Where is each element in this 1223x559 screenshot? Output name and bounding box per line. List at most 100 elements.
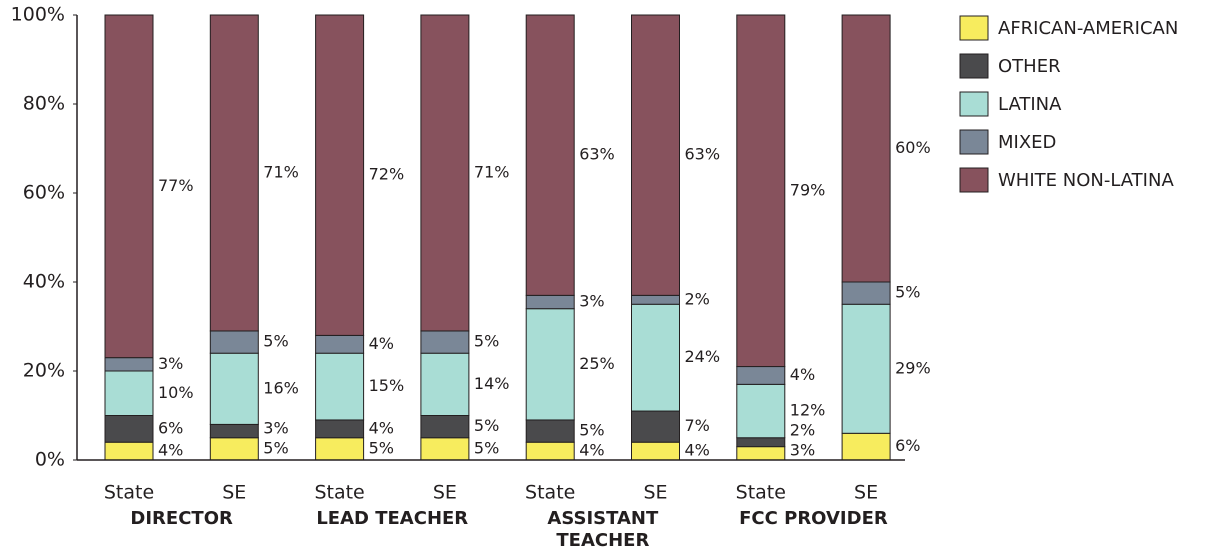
value-label: 4% <box>369 418 394 437</box>
group-label: LEAD TEACHER <box>316 508 469 529</box>
bar-segment <box>736 446 786 461</box>
legend-swatch <box>959 91 989 117</box>
value-label: 4% <box>579 441 604 460</box>
x-tick-label: SE <box>222 482 246 504</box>
value-label: 3% <box>158 354 183 373</box>
legend-label: OTHER <box>998 56 1061 77</box>
value-label: 5% <box>263 332 288 351</box>
x-tick-label: SE <box>433 482 457 504</box>
bar-segment <box>420 14 470 332</box>
bar-segment <box>315 437 365 461</box>
legend-label: WHITE NON-LATINA <box>998 170 1174 191</box>
group-label: ASSISTANT TEACHER <box>547 508 659 551</box>
bar-segment <box>525 308 575 421</box>
y-tick-label: 0% <box>35 449 65 471</box>
legend-label: MIXED <box>998 132 1056 153</box>
bar-segment <box>631 303 680 412</box>
y-tick-label: 100% <box>11 4 65 26</box>
y-tick-label: 80% <box>23 93 65 115</box>
value-label: 79% <box>790 180 826 199</box>
value-label: 29% <box>895 358 931 377</box>
value-label: 5% <box>474 416 499 435</box>
bar-segment <box>104 415 154 443</box>
bar-segment <box>525 294 575 310</box>
bar-segment <box>631 294 680 305</box>
value-label: 63% <box>685 145 721 164</box>
value-label: 4% <box>685 441 710 460</box>
bar-segment <box>209 437 259 461</box>
x-tick-label: State <box>736 482 786 504</box>
bar-segment <box>841 432 891 461</box>
y-tick-label: 40% <box>23 271 65 293</box>
x-tick-label: State <box>314 482 364 504</box>
value-label: 5% <box>369 438 394 457</box>
legend-label: LATINA <box>998 94 1062 115</box>
x-tick-label: SE <box>643 482 667 504</box>
value-label: 10% <box>158 383 194 402</box>
bar-segment <box>104 441 154 461</box>
value-label: 12% <box>790 401 826 420</box>
bar-segment <box>841 14 891 283</box>
bar-segment <box>104 370 154 416</box>
bar-segment <box>104 14 154 359</box>
legend-swatch <box>959 53 989 79</box>
value-label: 71% <box>474 162 510 181</box>
bar-segment <box>209 14 259 332</box>
bar-segment <box>736 383 786 439</box>
bar-segment <box>841 281 891 305</box>
value-label: 4% <box>158 441 183 460</box>
y-tick-label: 60% <box>23 182 65 204</box>
bar-segment <box>315 14 365 336</box>
bar-segment <box>736 14 786 368</box>
value-label: 6% <box>158 418 183 437</box>
legend-label: AFRICAN-AMERICAN <box>998 18 1178 39</box>
bar-segment <box>736 437 786 448</box>
bar-segment <box>525 419 575 443</box>
value-label: 15% <box>369 376 405 395</box>
group-label: DIRECTOR <box>130 508 233 529</box>
value-label: 24% <box>685 347 721 366</box>
bar-segment <box>631 441 680 461</box>
bar-segment <box>631 14 680 296</box>
x-tick-label: State <box>104 482 154 504</box>
value-label: 72% <box>369 165 405 184</box>
group-label: FCC PROVIDER <box>739 508 888 529</box>
value-label: 63% <box>579 145 615 164</box>
value-label: 6% <box>895 436 920 455</box>
bar-segment <box>631 410 680 443</box>
value-label: 14% <box>474 374 510 393</box>
value-label: 3% <box>579 292 604 311</box>
legend-swatch <box>959 129 989 155</box>
value-label: 2% <box>790 421 815 440</box>
bar-segment <box>420 352 470 417</box>
bar-segment <box>420 437 470 461</box>
legend-swatch <box>959 15 989 41</box>
bar-segment <box>420 415 470 439</box>
value-label: 7% <box>685 416 710 435</box>
bar-segment <box>209 330 259 354</box>
value-label: 2% <box>685 289 710 308</box>
bar-segment <box>104 357 154 372</box>
legend-swatch <box>959 167 989 193</box>
value-label: 71% <box>263 162 299 181</box>
x-tick-label: State <box>525 482 575 504</box>
bar-segment <box>525 441 575 461</box>
bar-segment <box>209 423 259 439</box>
x-tick-label: SE <box>854 482 878 504</box>
value-label: 4% <box>790 365 815 384</box>
bar-segment <box>525 14 575 296</box>
value-label: 5% <box>474 332 499 351</box>
value-label: 77% <box>158 176 194 195</box>
value-label: 5% <box>263 438 288 457</box>
bar-segment <box>841 303 891 434</box>
value-label: 5% <box>895 283 920 302</box>
value-label: 25% <box>579 354 615 373</box>
bar-segment <box>420 330 470 354</box>
value-label: 5% <box>579 421 604 440</box>
bar-segment <box>209 352 259 425</box>
value-label: 3% <box>790 441 815 460</box>
value-label: 3% <box>263 418 288 437</box>
bar-segment <box>315 352 365 421</box>
bar-segment <box>736 366 786 385</box>
